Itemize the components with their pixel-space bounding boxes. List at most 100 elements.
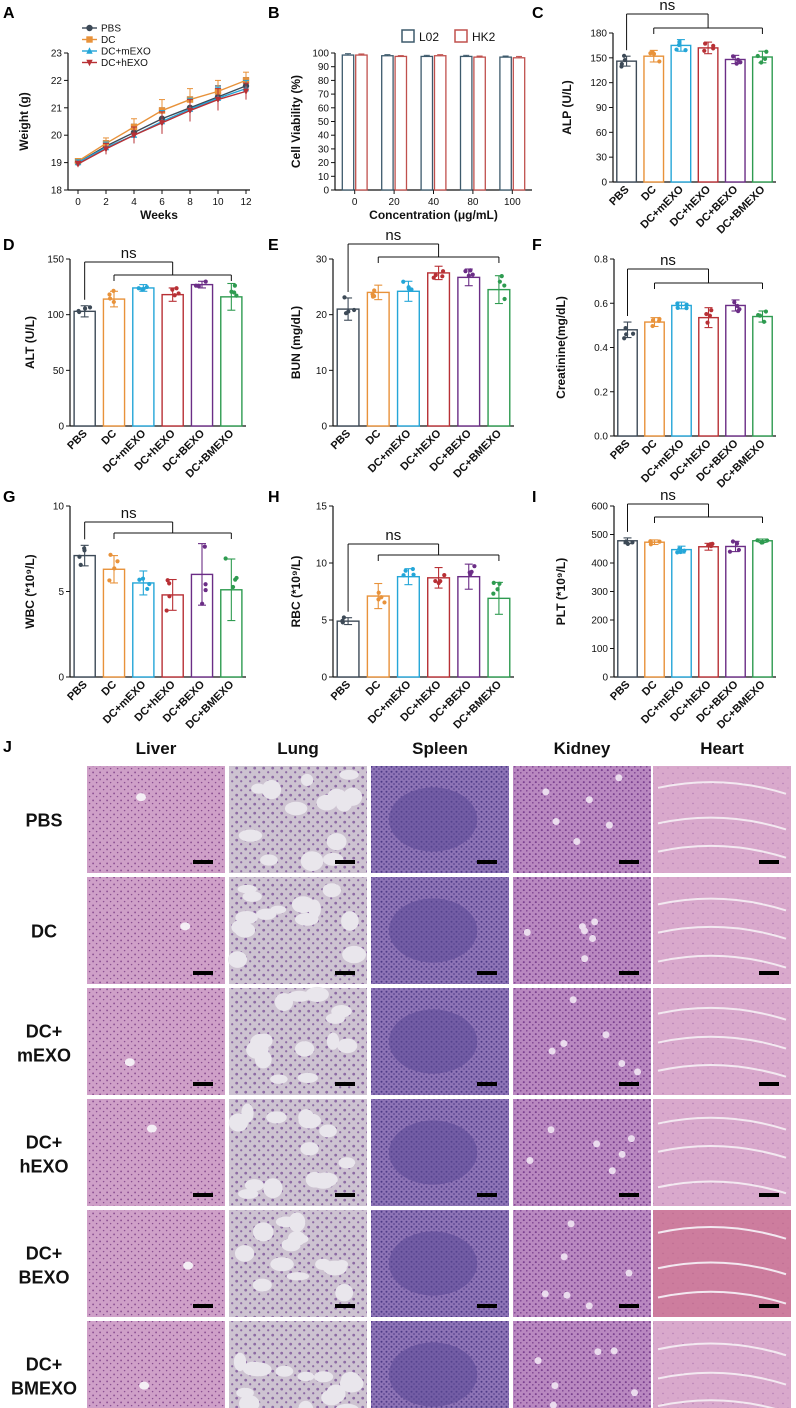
lung-alveolus [300, 851, 324, 872]
chart-e-bar [366, 291, 390, 427]
chart-d-bar [161, 293, 184, 427]
lung-alveolus [261, 779, 282, 800]
chart-f-y-tick-label: 0.4 [594, 343, 608, 354]
kidney-tubule [548, 1047, 556, 1055]
chart-b-x-tick-label: 80 [467, 197, 479, 208]
scale-bar [335, 1082, 355, 1086]
chart-g-data-point [167, 594, 172, 599]
kidney-tubule [610, 1347, 618, 1355]
histology-image-liver [87, 1099, 225, 1206]
scale-bar [335, 860, 355, 864]
chart-g-data-point [200, 601, 205, 606]
lung-alveolus [341, 1371, 361, 1387]
scale-bar [619, 1193, 639, 1197]
chart-a-point-DC+hEXO [74, 161, 82, 168]
chart-c-bar [643, 55, 665, 183]
chart-f-data-point [650, 323, 655, 329]
kidney-tubule [594, 1348, 602, 1356]
chart-f-data-point [735, 303, 740, 309]
chart-b-y-tick-label: 0 [323, 186, 329, 197]
chart-c-data-point [702, 48, 707, 53]
panel-label-f: F [532, 237, 542, 254]
histology-column-header: Liver [136, 739, 177, 758]
chart-a-x-tick-label: 8 [187, 197, 193, 208]
chart-b-x-tick-label: 100 [504, 197, 521, 208]
chart-g-data-point [223, 556, 228, 561]
kidney-tubule [542, 788, 550, 796]
chart-g-y-tick-label: 5 [58, 587, 64, 598]
chart-a-y-tick-label: 19 [51, 158, 63, 169]
chart-i-bar [617, 540, 638, 678]
chart-g-y-tick-label: 0 [58, 673, 64, 684]
chart-a-legend-label: PBS [101, 24, 121, 35]
lung-alveolus [270, 905, 287, 914]
lung-alveolus [313, 1371, 334, 1383]
chart-g-y-label: WBC (*10⁹/L) [23, 554, 37, 628]
chart-c-bar [616, 60, 638, 183]
lung-alveolus [342, 945, 367, 964]
chart-h-y-tick-label: 15 [316, 502, 328, 513]
lung-alveolus [228, 951, 248, 968]
chart-a-legend-label: DC+mEXO [101, 47, 151, 58]
lung-alveolus [241, 1103, 254, 1123]
kidney-tubule [585, 796, 593, 804]
chart-a-x-tick-label: 12 [240, 197, 252, 208]
chart-c-data-point [711, 43, 716, 48]
chart-e-category-label: PBS [329, 428, 353, 452]
chart-f-y-tick-label: 0.2 [594, 387, 608, 398]
chart-h-data-point [495, 587, 500, 592]
histology-image-kidney [513, 988, 651, 1095]
chart-a-x-tick-label: 0 [75, 197, 81, 208]
chart-g-data-point [167, 581, 172, 586]
heart-fiber-gap [657, 844, 787, 859]
chart-i-data-point [727, 549, 733, 554]
scale-bar [335, 971, 355, 975]
chart-h-data-point [411, 572, 416, 577]
chart-i-y-tick-label: 600 [591, 502, 608, 513]
chart-b-bar-HK2 [433, 55, 447, 191]
heart-fiber-gap [657, 1144, 787, 1159]
chart-c-data-point [622, 57, 628, 63]
chart-f-data-point [709, 308, 714, 313]
chart-c-y-tick-label: 120 [590, 78, 607, 89]
histology-column-header: Heart [700, 739, 744, 758]
lung-alveolus [270, 1257, 294, 1272]
lung-alveolus [341, 911, 359, 931]
panel-label-b: B [268, 5, 280, 22]
histology-image-liver [87, 877, 225, 984]
chart-b-y-label: Cell Viability (%) [289, 75, 303, 168]
heart-fiber-gap [657, 1399, 776, 1408]
chart-a-point-DC+hEXO [214, 96, 222, 104]
chart-b-y-tick-label: 90 [318, 62, 330, 73]
chart-g-bar [132, 582, 155, 678]
histology-image-kidney [513, 1210, 651, 1317]
lung-alveolus [245, 1362, 272, 1377]
chart-e-data-point [433, 272, 438, 278]
chart-f-data-point [763, 309, 769, 314]
chart-h-data-point [491, 591, 496, 596]
chart-e-data-point [499, 274, 504, 279]
chart-i-data-point [675, 550, 680, 555]
chart-d-data-point [193, 283, 199, 288]
lung-alveolus [293, 1234, 309, 1244]
spleen-follicle [388, 787, 478, 852]
chart-h-y-label: RBC (*10⁹/L) [289, 556, 303, 628]
chart-i-data-point [734, 541, 740, 546]
heart-fiber-gap [657, 781, 787, 795]
chart-e-data-point [343, 311, 349, 316]
chart-a-x-tick-label: 4 [131, 197, 137, 208]
chart-i-bar [725, 545, 746, 678]
kidney-tubule [534, 1357, 542, 1365]
panel-label-c: C [532, 5, 544, 22]
chart-f-data-point [624, 332, 629, 337]
lung-alveolus [284, 801, 308, 816]
chart-g-data-point [202, 544, 207, 549]
lung-alveolus [335, 1284, 354, 1302]
heart-fiber-gap [657, 1006, 787, 1021]
lung-alveolus [326, 833, 347, 851]
histology-row-label: DC+ [26, 1133, 63, 1153]
kidney-tubule [552, 818, 560, 826]
chart-c-data-point [677, 39, 682, 45]
